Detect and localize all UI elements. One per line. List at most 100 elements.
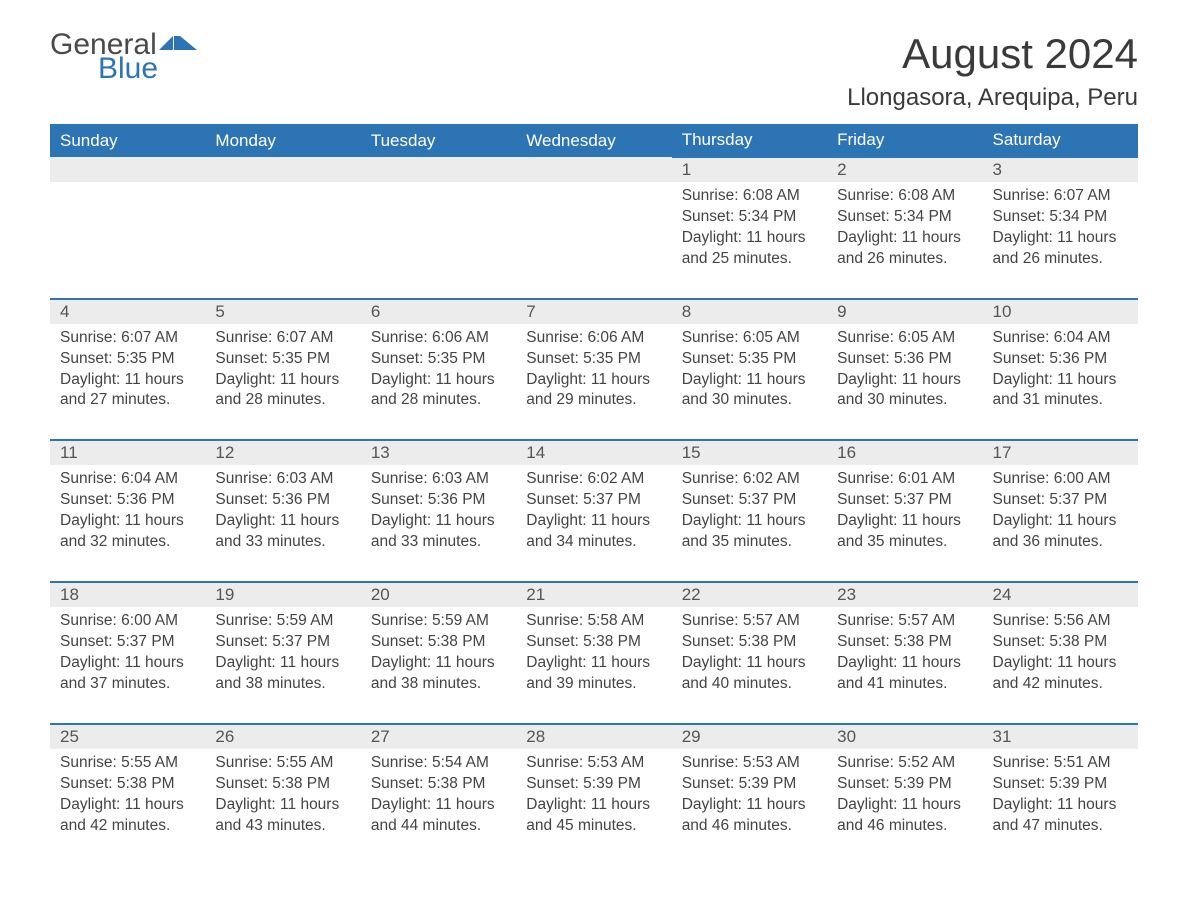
sunset-value: 5:39 PM [583, 775, 641, 792]
sunrise-value: 5:57 AM [743, 612, 800, 629]
sunrise-value: 6:05 AM [898, 329, 955, 346]
sunset-value: 5:37 PM [272, 633, 330, 650]
sunset-label: Sunset: [837, 350, 894, 367]
day-number-cell: 18 [50, 582, 205, 607]
daylight-label: Daylight: [837, 229, 902, 246]
sunrise-label: Sunrise: [993, 470, 1054, 487]
day-detail-cell: Sunrise: 6:08 AMSunset: 5:34 PMDaylight:… [672, 182, 827, 299]
day-number-cell: 11 [50, 440, 205, 465]
sunset-label: Sunset: [682, 633, 739, 650]
daylight-label: Daylight: [215, 796, 280, 813]
sunrise-label: Sunrise: [682, 187, 743, 204]
sunrise-label: Sunrise: [682, 470, 743, 487]
sunrise-value: 6:04 AM [1054, 329, 1111, 346]
sunset-value: 5:37 PM [583, 491, 641, 508]
day-number-row: 45678910 [50, 299, 1138, 324]
day-number-cell: 19 [205, 582, 360, 607]
day-detail-cell [361, 182, 516, 299]
daylight-label: Daylight: [60, 796, 125, 813]
daylight-label: Daylight: [371, 371, 436, 388]
month-title: August 2024 [847, 30, 1138, 78]
sunset-value: 5:35 PM [739, 350, 797, 367]
day-detail-cell: Sunrise: 6:05 AMSunset: 5:35 PMDaylight:… [672, 324, 827, 441]
sunset-label: Sunset: [215, 633, 272, 650]
sunset-value: 5:38 PM [428, 775, 486, 792]
sunset-label: Sunset: [371, 633, 428, 650]
sunrise-value: 5:57 AM [898, 612, 955, 629]
daylight-label: Daylight: [371, 796, 436, 813]
sunset-label: Sunset: [371, 491, 428, 508]
day-number-cell: 21 [516, 582, 671, 607]
header: General Blue August 2024 Llongasora, Are… [50, 30, 1138, 112]
day-header: Sunday [50, 124, 205, 157]
sunset-value: 5:38 PM [1049, 633, 1107, 650]
sunrise-value: 6:05 AM [743, 329, 800, 346]
sunset-label: Sunset: [526, 775, 583, 792]
sunrise-value: 6:07 AM [277, 329, 334, 346]
day-detail-cell: Sunrise: 6:07 AMSunset: 5:34 PMDaylight:… [983, 182, 1138, 299]
sunset-label: Sunset: [60, 491, 117, 508]
sunset-label: Sunset: [60, 350, 117, 367]
daylight-label: Daylight: [993, 654, 1058, 671]
day-number-cell: 10 [983, 299, 1138, 324]
sunset-label: Sunset: [682, 775, 739, 792]
sunrise-label: Sunrise: [215, 470, 276, 487]
day-number-cell: 26 [205, 724, 360, 749]
sunset-label: Sunset: [682, 491, 739, 508]
daylight-label: Daylight: [60, 654, 125, 671]
day-detail-row: Sunrise: 5:55 AMSunset: 5:38 PMDaylight:… [50, 749, 1138, 865]
sunrise-label: Sunrise: [526, 329, 587, 346]
day-detail-cell: Sunrise: 5:53 AMSunset: 5:39 PMDaylight:… [516, 749, 671, 865]
day-detail-row: Sunrise: 6:00 AM Sunset: 5:37 PM Daylight:… [50, 607, 1138, 724]
day-number-cell: 23 [827, 582, 982, 607]
sunrise-value: 6:06 AM [587, 329, 644, 346]
day-header-row: SundayMondayTuesdayWednesdayThursdayFrid… [50, 124, 1138, 157]
day-detail-cell: Sunrise: 6:07 AMSunset: 5:35 PMDaylight:… [50, 324, 205, 441]
sunrise-label: Sunrise: [526, 612, 587, 629]
day-detail-cell: Sunrise: 5:59 AMSunset: 5:38 PMDaylight:… [361, 607, 516, 724]
daylight-label: Daylight: [526, 654, 591, 671]
sunrise-value: 6:00 AM [121, 612, 178, 629]
sunrise-label: Sunrise: [371, 612, 432, 629]
day-detail-cell: Sunrise: 6:08 AMSunset: 5:34 PMDaylight:… [827, 182, 982, 299]
sunrise-label: Sunrise: [682, 754, 743, 771]
daylight-label: Daylight: [682, 796, 747, 813]
day-number-cell [50, 157, 205, 182]
sunrise-label: Sunrise: [837, 612, 898, 629]
day-detail-cell: Sunrise: 6:05 AMSunset: 5:36 PMDaylight:… [827, 324, 982, 441]
sunrise-value: 5:54 AM [432, 754, 489, 771]
day-number-cell [516, 157, 671, 182]
day-number-cell: 4 [50, 299, 205, 324]
day-header: Tuesday [361, 124, 516, 157]
sunset-label: Sunset: [526, 491, 583, 508]
day-detail-cell: Sunrise: 6:00 AMSunset: 5:37 PMDaylight:… [983, 465, 1138, 582]
sunrise-label: Sunrise: [682, 329, 743, 346]
sunrise-label: Sunrise: [682, 612, 743, 629]
daylight-label: Daylight: [993, 229, 1058, 246]
logo-text-blue: Blue [98, 54, 199, 84]
sunset-label: Sunset: [993, 491, 1050, 508]
day-detail-cell: Sunrise: 5:55 AMSunset: 5:38 PMDaylight:… [205, 749, 360, 865]
sunrise-label: Sunrise: [215, 754, 276, 771]
day-number-cell: 20 [361, 582, 516, 607]
sunrise-value: 6:01 AM [898, 470, 955, 487]
day-detail-cell: Sunrise: 6:02 AMSunset: 5:37 PMDaylight:… [672, 465, 827, 582]
sunrise-value: 5:59 AM [277, 612, 334, 629]
sunset-value: 5:38 PM [117, 775, 175, 792]
sunset-value: 5:36 PM [117, 491, 175, 508]
sunset-label: Sunset: [682, 208, 739, 225]
day-number-cell: 30 [827, 724, 982, 749]
day-number-cell: 9 [827, 299, 982, 324]
sunset-label: Sunset: [215, 491, 272, 508]
sunrise-value: 5:59 AM [432, 612, 489, 629]
day-number-cell: 17 [983, 440, 1138, 465]
day-number-cell [205, 157, 360, 182]
sunrise-value: 6:08 AM [898, 187, 955, 204]
daylight-label: Daylight: [371, 654, 436, 671]
sunset-label: Sunset: [993, 350, 1050, 367]
daylight-label: Daylight: [682, 371, 747, 388]
daylight-label: Daylight: [837, 654, 902, 671]
day-number-cell: 24 [983, 582, 1138, 607]
sunset-value: 5:35 PM [272, 350, 330, 367]
day-detail-cell: Sunrise: 5:56 AMSunset: 5:38 PMDaylight:… [983, 607, 1138, 724]
